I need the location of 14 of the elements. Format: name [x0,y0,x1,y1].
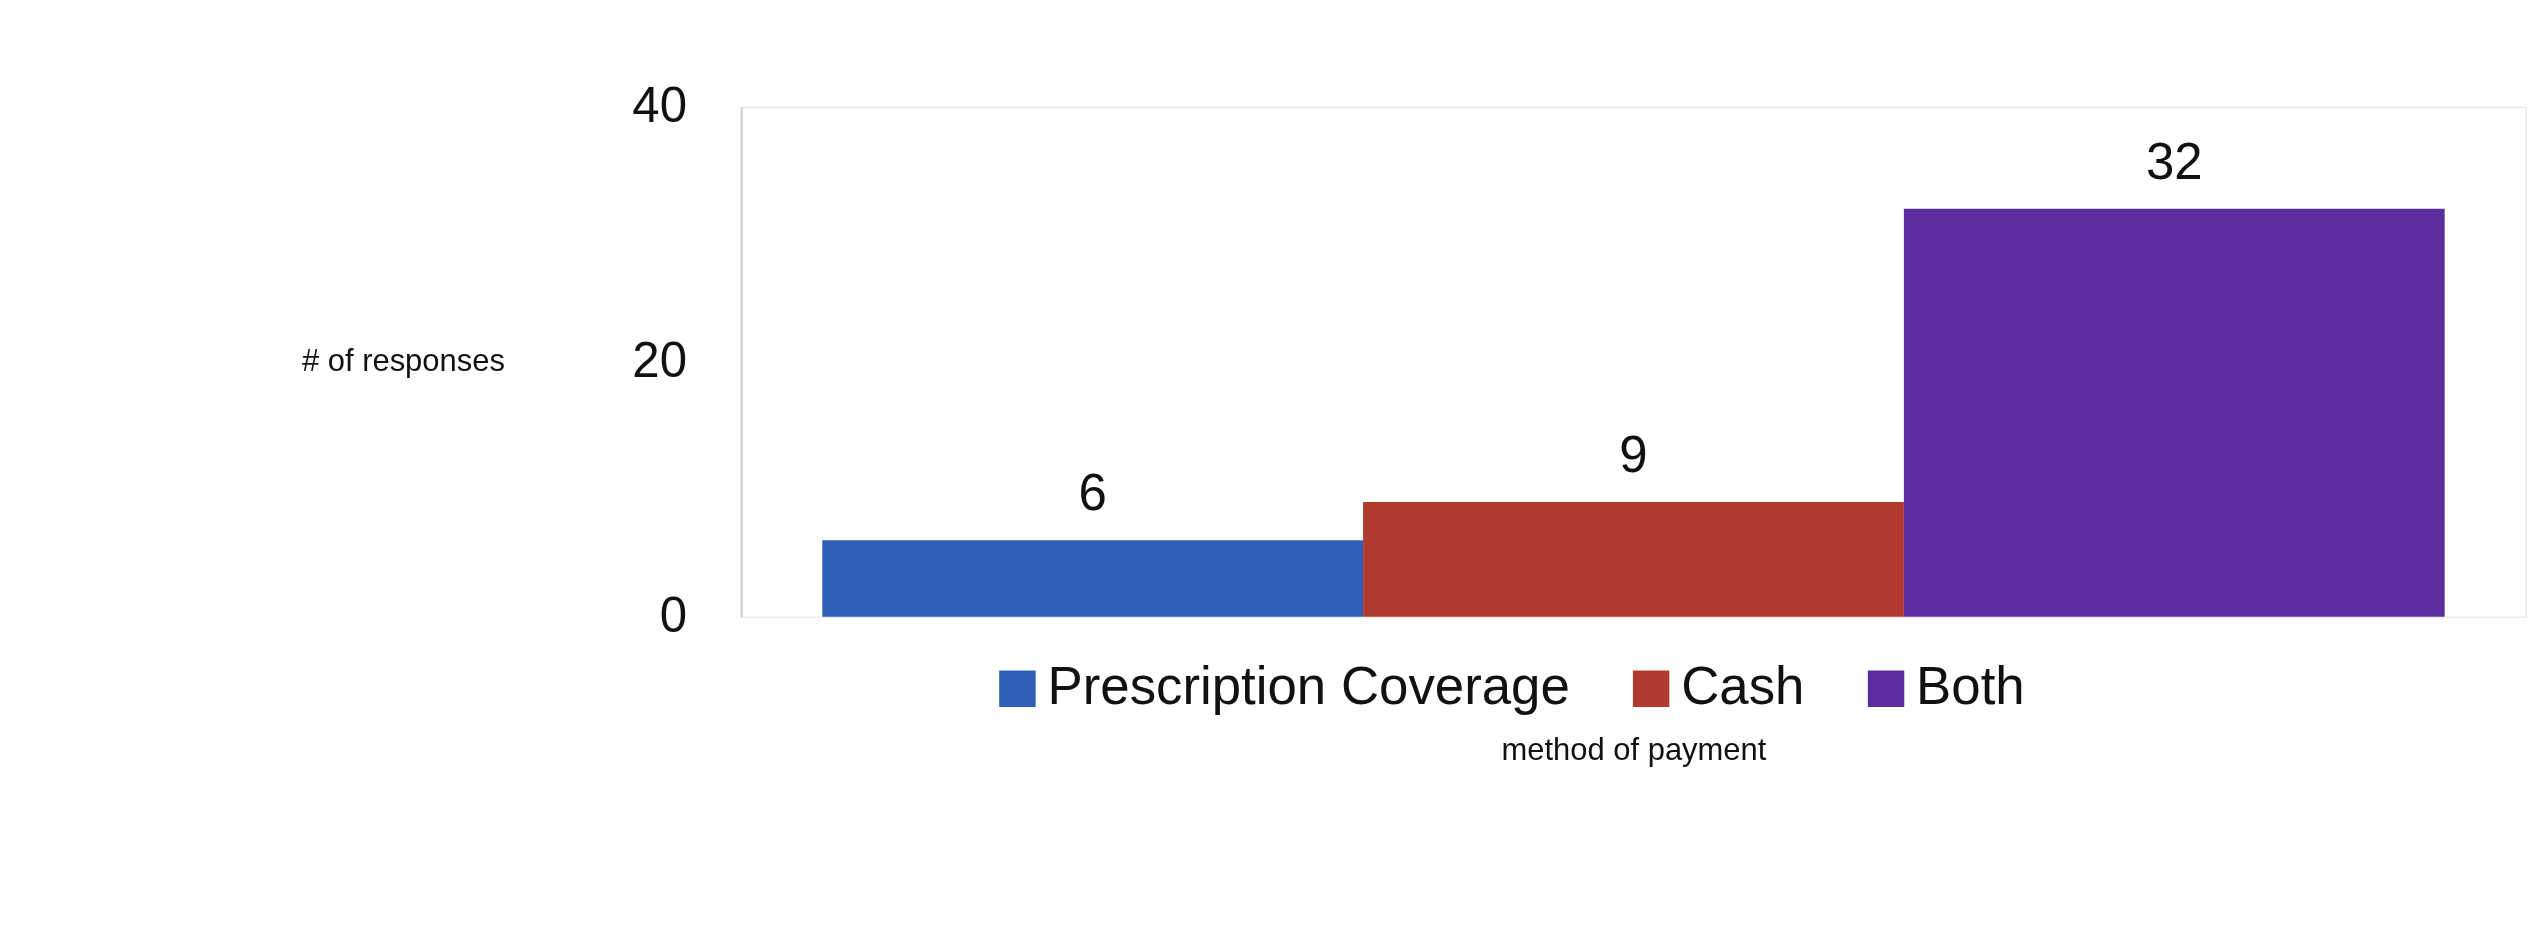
y-tick-label: 40 [632,76,687,132]
y-tick-label: 20 [632,331,687,387]
data-label: 32 [2145,132,2203,190]
legend-label: Prescription Coverage [1047,656,1570,716]
bar [822,540,1364,617]
bar [1903,208,2445,617]
legend-label: Cash [1681,656,1805,716]
x-axis-title: method of payment [1501,732,1767,768]
bar [1363,502,1904,617]
y-tick-label: 0 [659,586,687,642]
legend-label: Both [1916,656,2025,716]
data-label: 6 [1078,464,1107,522]
y-axis-title: # of responses [301,343,505,379]
data-label: 9 [1619,425,1648,483]
